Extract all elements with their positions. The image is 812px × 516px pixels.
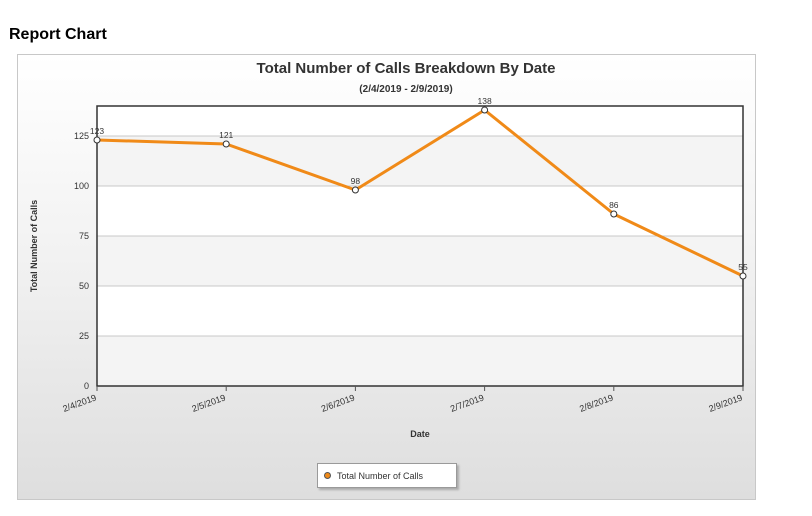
y-tick-label: 0	[84, 381, 89, 391]
data-point	[351, 186, 359, 194]
plot-band	[97, 336, 743, 386]
data-label: 98	[351, 176, 361, 186]
y-tick-label: 75	[79, 231, 89, 241]
x-tick-label: 2/7/2019	[449, 392, 485, 413]
chart-title: Total Number of Calls Breakdown By Date	[256, 60, 556, 77]
series-line	[96, 108, 744, 278]
x-tick-label: 2/6/2019	[320, 392, 356, 413]
data-point	[481, 106, 489, 114]
x-tick-label: 2/4/2019	[61, 392, 97, 413]
x-tick-label: 2/8/2019	[578, 392, 614, 413]
x-tick-label: 2/9/2019	[707, 392, 743, 413]
data-point	[222, 140, 230, 148]
legend-label: Total Number of Calls	[337, 470, 424, 481]
data-label: 55	[738, 262, 748, 272]
data-label: 138	[478, 96, 492, 106]
legend-marker-icon	[324, 472, 331, 479]
y-axis-title: Total Number of Calls	[29, 200, 39, 292]
x-tick-label: 2/5/2019	[191, 392, 227, 413]
y-tick-label: 25	[79, 331, 89, 341]
data-point	[610, 210, 618, 218]
data-label: 121	[219, 130, 233, 140]
page-heading: Report Chart	[9, 26, 107, 43]
plot-frame	[96, 105, 744, 387]
data-label: 86	[609, 200, 619, 210]
x-axis-title: Date	[410, 429, 430, 439]
y-tick-label: 100	[74, 181, 89, 191]
data-point	[93, 136, 101, 144]
plot-band	[97, 236, 743, 286]
y-tick-label: 50	[79, 281, 89, 291]
data-point	[739, 272, 747, 280]
y-tick-label: 125	[74, 131, 89, 141]
chart-subtitle: (2/4/2019 - 2/9/2019)	[359, 84, 453, 95]
data-label: 123	[90, 126, 104, 136]
chart-legend[interactable]: Total Number of Calls	[317, 463, 457, 488]
